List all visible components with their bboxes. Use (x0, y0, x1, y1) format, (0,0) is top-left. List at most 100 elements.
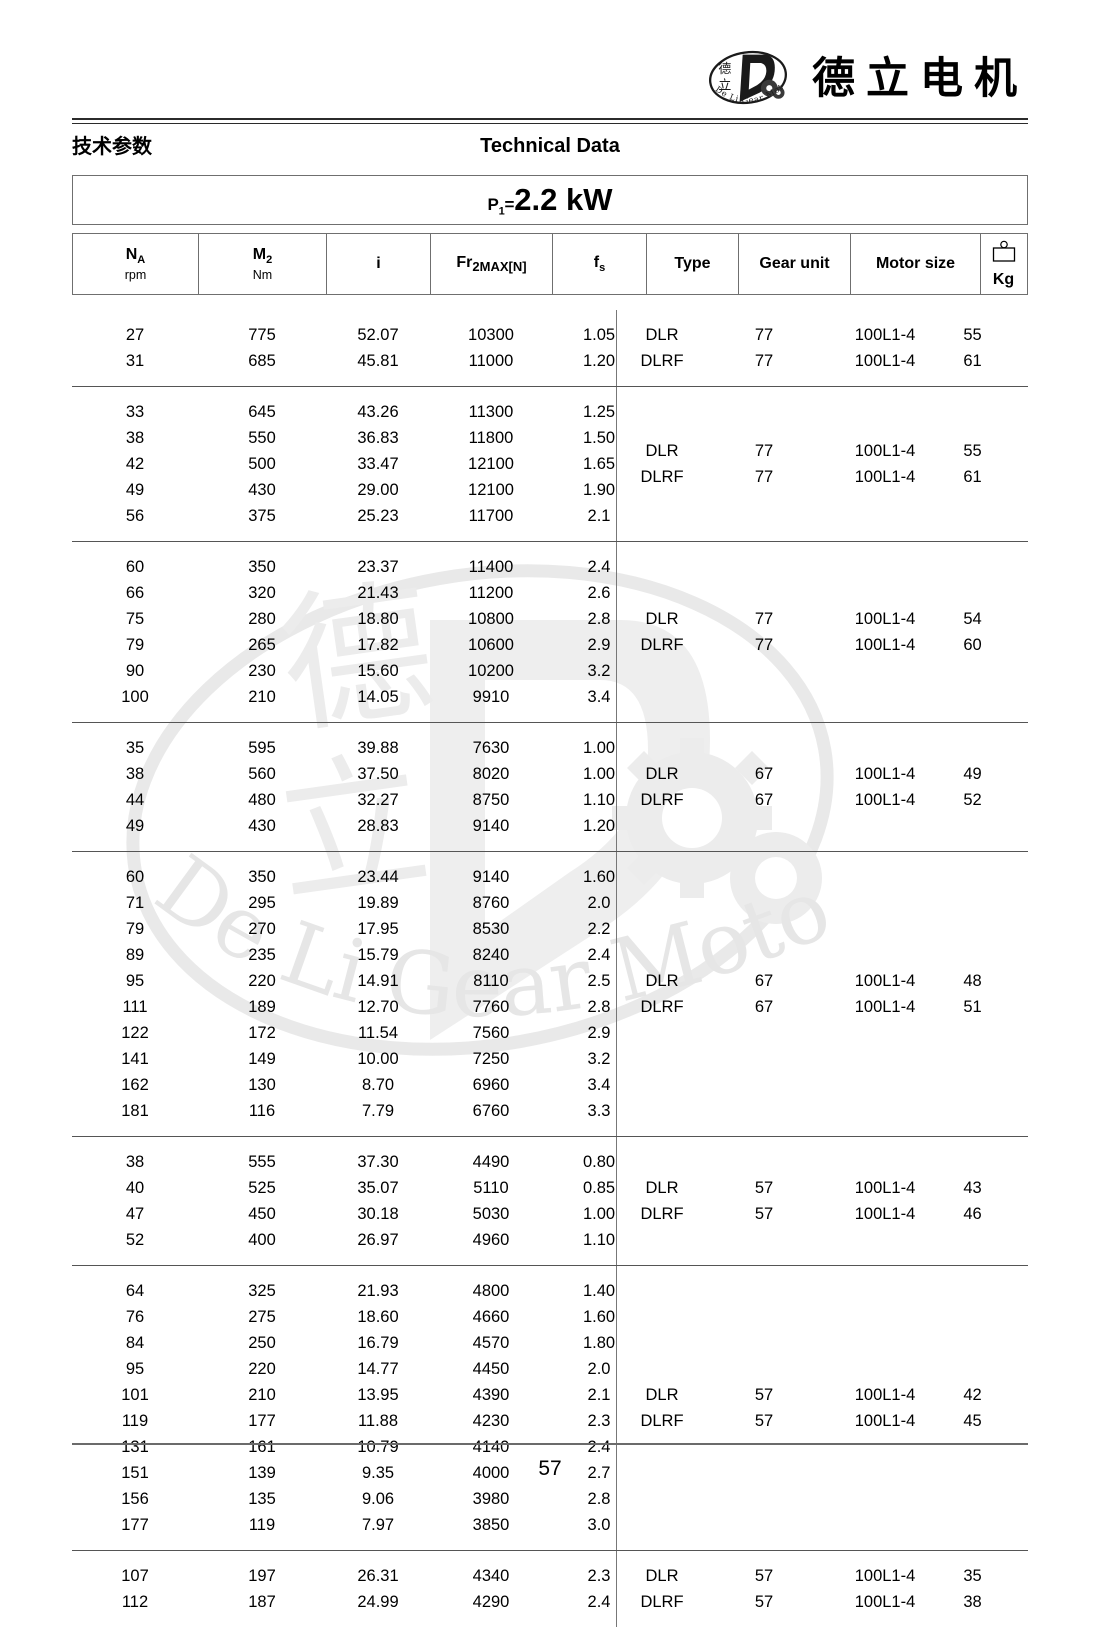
cell-m2: 275 (248, 1308, 276, 1326)
cell-m2: 210 (248, 1386, 276, 1404)
column-unit-m2: Nm (252, 267, 273, 282)
cell-gear-unit: 67 (754, 972, 774, 990)
cell-i: 10.00 (357, 1050, 399, 1068)
cell-m2: 265 (248, 636, 276, 654)
cell-weight: 55 (963, 326, 982, 344)
cell-fs: 1.00 (582, 1205, 616, 1223)
cell-i: 35.07 (357, 1179, 399, 1197)
cell-m2: 210 (248, 688, 276, 706)
section-title-cn: 技术参数 (72, 134, 152, 158)
cell-weight: 49 (963, 765, 982, 783)
table-row: 84 250 16.79 4570 1.80 (72, 1330, 1028, 1356)
cell-na: 90 (125, 662, 145, 680)
cell-fs: 1.40 (582, 1282, 616, 1300)
cell-i: 18.80 (357, 610, 399, 628)
spec-group: 107 197 26.31 4340 2.3 112 187 24.99 4290 2.4 DLR 5… (72, 1551, 1028, 1627)
cell-i: 15.60 (357, 662, 399, 680)
cell-fr: 5030 (472, 1205, 510, 1223)
cell-fr: 4340 (472, 1567, 510, 1585)
table-row: 56 375 25.23 11700 2.1 (72, 503, 1028, 529)
column-header-weight: Kg (981, 234, 1026, 294)
variant-rows: DLR 67 100L1-4 48 DLRF 67 100L1-4 51 (616, 852, 1028, 1136)
table-row: 47 450 30.18 5030 1.00 (72, 1201, 1028, 1227)
column-header-gear-unit: Gear unit (739, 234, 851, 294)
table-row: 76 275 18.60 4660 1.60 (72, 1304, 1028, 1330)
cell-fr: 3850 (472, 1516, 510, 1534)
spec-rows: 33 645 43.26 11300 1.25 38 550 36.83 11800 1.50 42… (72, 399, 1028, 529)
cell-na: 156 (121, 1490, 149, 1508)
cell-m2: 139 (248, 1464, 276, 1482)
spec-group: 33 645 43.26 11300 1.25 38 550 36.83 11800 1.50 42… (72, 387, 1028, 542)
cell-type: DLR (645, 1386, 679, 1404)
cell-i: 23.37 (357, 558, 399, 576)
cell-gear-unit: 57 (754, 1412, 774, 1430)
cell-motor-size: 100L1-4 (854, 765, 916, 783)
footer-rule (72, 1443, 1028, 1445)
cell-m2: 480 (248, 791, 276, 809)
cell-m2: 220 (248, 1360, 276, 1378)
table-body: 27 775 52.07 10300 1.05 31 685 45.81 11000 1.20 DL… (72, 310, 1028, 1627)
cell-na: 89 (125, 946, 145, 964)
cell-na: 79 (125, 636, 145, 654)
cell-gear-unit: 77 (754, 352, 774, 370)
cell-fr: 8750 (472, 791, 510, 809)
cell-fs: 2.3 (587, 1412, 611, 1430)
cell-m2: 320 (248, 584, 276, 602)
cell-m2: 172 (248, 1024, 276, 1042)
cell-motor-size: 100L1-4 (854, 610, 916, 628)
cell-m2: 220 (248, 972, 276, 990)
cell-i: 9.06 (361, 1490, 395, 1508)
column-header-i: i (327, 234, 431, 294)
cell-i: 18.60 (357, 1308, 399, 1326)
cell-motor-size: 100L1-4 (854, 442, 916, 460)
cell-m2: 525 (248, 1179, 276, 1197)
svg-text:德: 德 (718, 62, 731, 77)
cell-fr: 8760 (472, 894, 510, 912)
variant-row: DLRF 57 100L1-4 46 (616, 1201, 1028, 1227)
variant-rows: DLR 77 100L1-4 55 DLRF 77 100L1-4 61 (616, 310, 1028, 386)
cell-weight: 51 (963, 998, 982, 1016)
cell-weight: 48 (963, 972, 982, 990)
cell-fs: 1.60 (582, 1308, 616, 1326)
cell-i: 16.79 (357, 1334, 399, 1352)
cell-fr: 4390 (472, 1386, 510, 1404)
cell-na: 131 (121, 1438, 149, 1456)
cell-fs: 2.8 (587, 1490, 611, 1508)
cell-weight: 46 (963, 1205, 982, 1223)
cell-fs: 3.4 (587, 1076, 611, 1094)
variant-row: DLR 57 100L1-4 42 (616, 1382, 1028, 1408)
cell-m2: 230 (248, 662, 276, 680)
cell-motor-size: 100L1-4 (854, 326, 916, 344)
cell-gear-unit: 67 (754, 998, 774, 1016)
variant-rows: DLR 57 100L1-4 43 DLRF 57 100L1-4 46 (616, 1137, 1028, 1265)
table-row: 31 685 45.81 11000 1.20 (72, 348, 1028, 374)
company-logo-icon: 德 立 De Li Gear Motor (706, 44, 790, 114)
cell-fr: 10300 (468, 326, 514, 344)
cell-fr: 12100 (468, 455, 514, 473)
cell-weight: 52 (963, 791, 982, 809)
cell-fr: 4230 (472, 1412, 510, 1430)
table-row: 27 775 52.07 10300 1.05 (72, 322, 1028, 348)
cell-fr: 10800 (468, 610, 514, 628)
variant-row: DLR 57 100L1-4 35 (616, 1563, 1028, 1589)
cell-motor-size: 100L1-4 (854, 1593, 916, 1611)
cell-m2: 119 (248, 1516, 276, 1534)
cell-fs: 2.7 (587, 1464, 611, 1482)
table-row: 52 400 26.97 4960 1.10 (72, 1227, 1028, 1253)
cell-fr: 7760 (472, 998, 510, 1016)
cell-na: 38 (125, 429, 145, 447)
variant-rows: DLR 77 100L1-4 54 DLRF 77 100L1-4 60 (616, 542, 1028, 722)
masthead-rule-thin (72, 123, 1028, 124)
cell-i: 32.27 (357, 791, 399, 809)
cell-gear-unit: 77 (754, 442, 774, 460)
cell-m2: 450 (248, 1205, 276, 1223)
cell-motor-size: 100L1-4 (854, 1567, 916, 1585)
variant-row: DLR 67 100L1-4 49 (616, 761, 1028, 787)
cell-fr: 4570 (472, 1334, 510, 1352)
cell-fr: 4290 (472, 1593, 510, 1611)
cell-na: 100 (121, 688, 149, 706)
variant-row: DLRF 57 100L1-4 45 (616, 1408, 1028, 1434)
cell-i: 14.05 (357, 688, 399, 706)
cell-weight: 61 (963, 468, 982, 486)
cell-fr: 4660 (472, 1308, 510, 1326)
